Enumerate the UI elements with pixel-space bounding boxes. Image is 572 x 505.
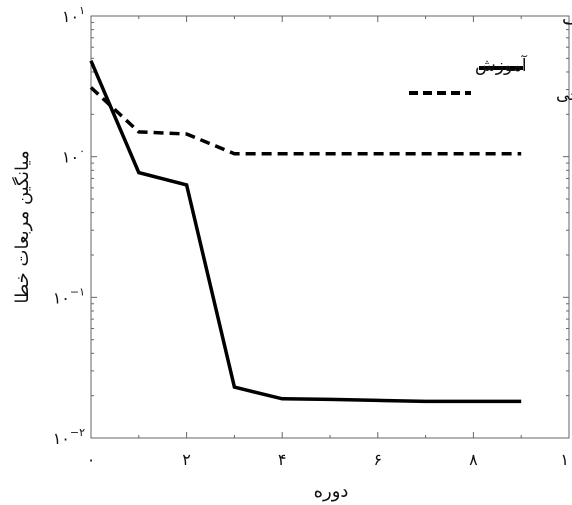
series-training-line (89, 60, 522, 404)
y-tick-label: ۱۰−۱ (53, 285, 85, 307)
legend-label-validation: اعتبار سنجی (556, 85, 572, 105)
y-axis-title: میانگین مربعات خطا (11, 150, 33, 303)
legend-label-training: آموزش (475, 54, 528, 76)
legend: آموزش اعتبار سنجی (409, 54, 572, 105)
plot-frame (90, 15, 570, 439)
series-validation-line (89, 86, 522, 156)
y-tick-label: ۱۰−۲ (53, 426, 85, 448)
x-tick-label: ۱۰ (560, 450, 572, 469)
y-tick-label: ۱۰۱ (62, 4, 85, 26)
ticks-layer: ۰ ۲ ۴ ۶ ۸ ۱۰ ۱۰۱ ۱۰۰ ۱۰−۱ ۱۰−۲ (53, 4, 572, 469)
series-layer (89, 60, 522, 404)
x-tick-label: ۰ (87, 450, 96, 469)
y-tick-label: ۱۰۰ (62, 145, 85, 167)
x-tick-label: ۴ (278, 450, 287, 469)
x-tick-label: ۲ (182, 450, 191, 469)
x-tick-label: ۶ (374, 450, 383, 469)
panel-label: الف (562, 8, 572, 29)
x-axis-title: دوره (314, 481, 349, 502)
x-tick-label: ۸ (469, 450, 478, 469)
